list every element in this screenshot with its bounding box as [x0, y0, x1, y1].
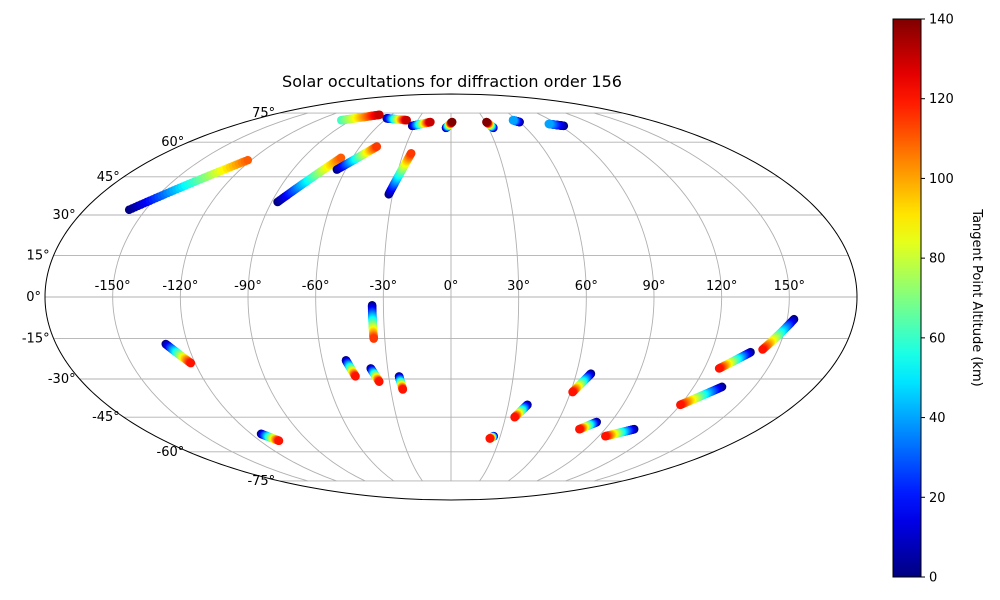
occultation-track	[341, 356, 360, 381]
latitude-tick-label: -60°	[157, 445, 185, 460]
latitude-tick-label: -75°	[247, 474, 275, 489]
colorbar-tick-label: 40	[929, 411, 946, 426]
track-point	[485, 434, 495, 443]
longitude-tick-labels: -150° -120° -90° -60° -30° 0° 30° 60° 90° 120° 150…	[95, 279, 805, 294]
track-point	[375, 110, 384, 120]
longitude-tick-label: -30°	[369, 279, 397, 294]
occultation-track	[441, 117, 457, 133]
track-point	[369, 334, 379, 343]
colorbar-label: Tangent Point Altitude (km)	[969, 208, 984, 386]
colorbar-tick-label: 60	[929, 331, 946, 346]
track-point	[714, 364, 724, 373]
occultation-track	[482, 117, 498, 133]
longitude-tick-label: -60°	[302, 279, 330, 294]
longitude-tick-label: 120°	[706, 279, 737, 294]
chart-title: Solar occultations for diffraction order…	[282, 72, 622, 91]
track-point	[336, 153, 346, 163]
track-point	[372, 142, 382, 151]
track-point	[274, 436, 284, 446]
longitude-tick-label: -90°	[234, 279, 262, 294]
occultation-track	[382, 114, 411, 125]
track-point	[510, 412, 519, 422]
occultation-track	[508, 115, 524, 127]
track-point	[508, 115, 518, 125]
latitude-tick-label: 60°	[161, 135, 184, 150]
occultation-track	[407, 117, 435, 131]
occultation-track	[332, 142, 382, 174]
track-point	[544, 119, 554, 129]
latitude-tick-label: -15°	[22, 332, 50, 347]
occultation-track	[601, 424, 639, 441]
track-point	[568, 387, 577, 397]
occultation-track	[256, 429, 284, 446]
longitude-tick-label: -120°	[162, 279, 198, 294]
track-point	[482, 117, 491, 127]
meridian-line	[112, 112, 308, 482]
longitude-tick-label: 150°	[774, 279, 805, 294]
occultation-track	[384, 148, 416, 199]
longitude-tick-label: 30°	[507, 279, 530, 294]
occultation-track	[124, 155, 253, 215]
track-point	[186, 358, 196, 368]
track-point	[398, 385, 408, 394]
latitude-tick-label: -30°	[48, 372, 76, 387]
graticule	[45, 112, 857, 482]
colorbar-tick-label: 0	[929, 571, 937, 586]
track-point	[575, 424, 584, 434]
track-point	[406, 148, 416, 158]
occultation-track	[510, 400, 532, 422]
meridian-line	[479, 112, 520, 482]
longitude-tick-label: 90°	[642, 279, 665, 294]
track-point	[447, 117, 457, 127]
occultation-track	[367, 301, 379, 343]
meridian-line	[565, 112, 723, 482]
longitude-tick-label: -150°	[95, 279, 131, 294]
map-boundary	[44, 93, 858, 501]
occultation-track	[676, 382, 727, 410]
meridian-line	[247, 112, 366, 482]
colorbar-tick-label: 80	[929, 252, 946, 267]
track-point	[374, 377, 384, 386]
occultation-track	[544, 119, 569, 131]
latitude-tick-label: 45°	[97, 170, 120, 185]
meridian-line	[536, 112, 655, 482]
occultation-track	[568, 369, 596, 397]
meridian-line	[508, 112, 587, 482]
latitude-tick-label: 75°	[252, 106, 275, 121]
track-point	[351, 372, 360, 381]
colorbar-tick-label: 20	[929, 491, 946, 506]
latitude-tick-labels: 75° 60° 45° 30° 15° 0° -15° -30° -45° -60° -75°	[22, 106, 275, 489]
latitude-tick-label: 30°	[53, 208, 76, 223]
track-point	[402, 115, 411, 125]
longitude-tick-label: 0°	[444, 279, 459, 294]
colorbar: 0 20 40 60 80 100 120 140 Tangent Point Altitude…	[892, 13, 984, 586]
latitude-tick-label: 15°	[27, 248, 50, 263]
occultation-track	[273, 153, 346, 207]
colorbar-tick-label: 140	[929, 13, 954, 28]
latitude-tick-label: 0°	[26, 290, 41, 305]
track-point	[676, 400, 685, 410]
latitude-tick-label: -45°	[92, 410, 120, 425]
colorbar-tick-label: 120	[929, 92, 954, 107]
track-point	[758, 345, 767, 354]
meridian-line	[382, 112, 423, 482]
colorbar-tick-label: 100	[929, 172, 954, 187]
occultation-track	[575, 417, 602, 434]
longitude-tick-label: 60°	[575, 279, 598, 294]
colorbar-gradient	[892, 18, 922, 578]
occultation-track	[394, 372, 408, 394]
occultation-track	[758, 314, 799, 354]
occultation-track	[337, 110, 384, 125]
occultation-track	[161, 339, 196, 368]
occultation-tracks	[124, 110, 799, 446]
track-point	[601, 431, 610, 441]
occultation-track	[366, 364, 384, 386]
occultation-track	[485, 431, 498, 443]
occultation-track	[714, 347, 755, 373]
track-point	[243, 155, 253, 165]
meridian-line	[594, 112, 790, 482]
track-point	[426, 117, 435, 127]
